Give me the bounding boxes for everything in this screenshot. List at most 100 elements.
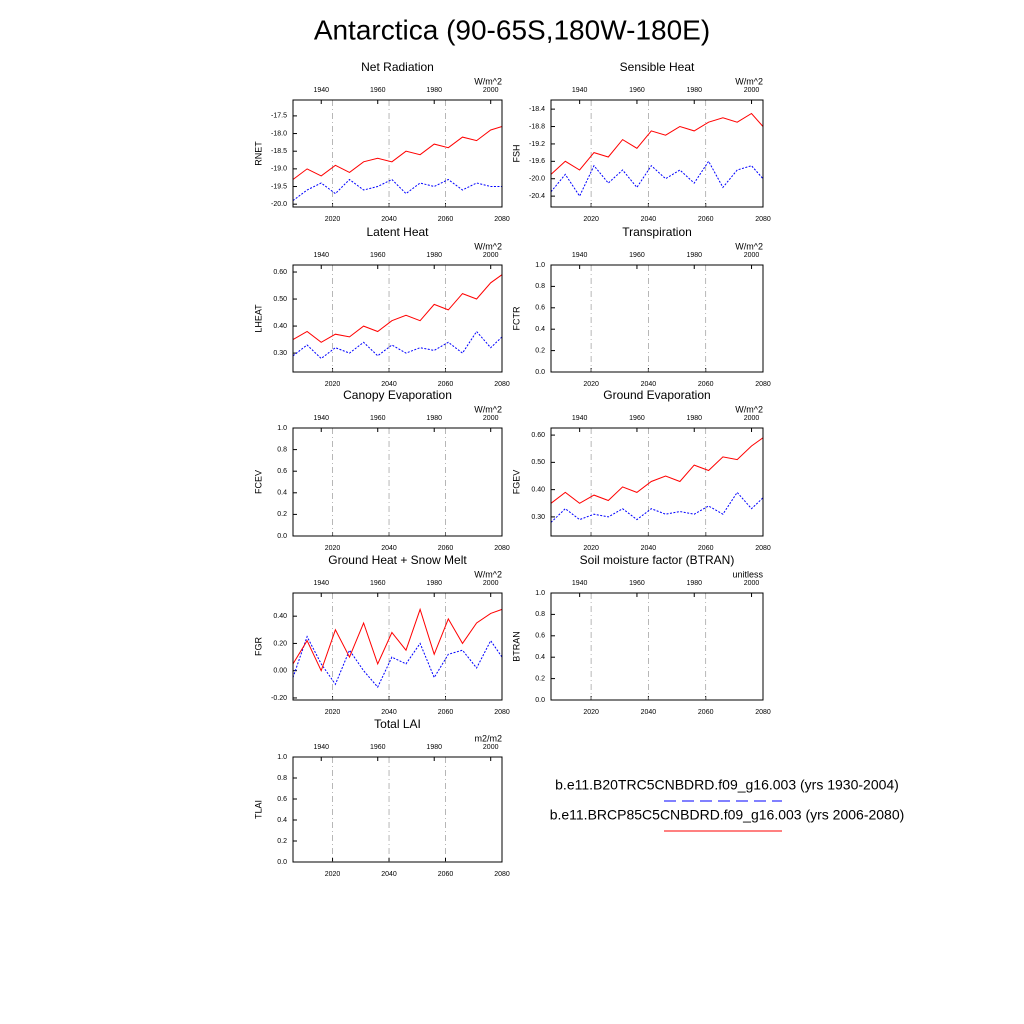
x-tick-label: 2020: [325, 381, 341, 388]
x2-tick-label: 1940: [313, 87, 329, 94]
y-axis-label: FCTR: [511, 306, 521, 330]
y-axis-label: FGR: [253, 637, 263, 656]
x-tick-label: 2080: [755, 709, 771, 716]
series-line: [292, 607, 503, 673]
x-tick-label: 2080: [494, 545, 510, 552]
x2-tick-label: 1960: [370, 744, 386, 751]
y-tick-label: 1.0: [535, 590, 545, 597]
x2-tick-label: 2000: [483, 87, 499, 94]
x2-tick-label: 1980: [426, 87, 442, 94]
x-tick-label: 2080: [494, 216, 510, 223]
legend-label: b.e11.BRCP85C5CNBDRD.f09_g16.003 (yrs 20…: [550, 807, 905, 823]
x-tick-label: 2040: [381, 709, 397, 716]
y-tick-label: 0.2: [277, 838, 287, 845]
y-tick-label: -20.0: [271, 201, 287, 208]
x-tick-label: 2080: [755, 545, 771, 552]
x-tick-label: 2080: [755, 381, 771, 388]
panel-title: Ground Evaporation: [603, 388, 710, 402]
panel-title: Canopy Evaporation: [343, 388, 452, 402]
y-tick-label: 0.0: [277, 533, 287, 540]
plot-frame: [292, 427, 503, 537]
x-tick-label: 2020: [325, 216, 341, 223]
x-tick-label: 2020: [583, 709, 599, 716]
y-tick-label: -18.0: [271, 130, 287, 137]
x-tick-label: 2040: [641, 216, 657, 223]
x2-tick-label: 1980: [686, 415, 702, 422]
units-label: W/m^2: [474, 76, 502, 86]
y-tick-label: 0.20: [273, 640, 287, 647]
y-tick-label: -20.4: [529, 193, 545, 200]
panel-title: Latent Heat: [366, 225, 429, 239]
panel-title: Net Radiation: [361, 60, 434, 74]
series-line: [550, 491, 764, 523]
x2-tick-label: 1960: [629, 87, 645, 94]
x2-tick-label: 1980: [426, 744, 442, 751]
y-tick-label: 0.30: [531, 514, 545, 521]
x2-tick-label: 2000: [744, 252, 760, 259]
plot-frame: [292, 99, 503, 208]
x-tick-label: 2060: [698, 381, 714, 388]
x2-tick-label: 1940: [313, 580, 329, 587]
x2-tick-label: 1980: [686, 580, 702, 587]
x2-tick-label: 1960: [370, 252, 386, 259]
y-tick-label: 0.8: [277, 446, 287, 453]
y-tick-label: 0.6: [535, 633, 545, 640]
y-axis-label: RNET: [253, 141, 263, 166]
x2-tick-label: 2000: [483, 415, 499, 422]
y-axis-label: FSH: [511, 145, 521, 163]
y-axis-label: TLAI: [253, 800, 263, 819]
plot-frame: [292, 264, 503, 373]
x2-tick-label: 1940: [572, 580, 588, 587]
y-tick-label: 0.40: [273, 323, 287, 330]
y-tick-label: 0.2: [535, 347, 545, 354]
x-tick-label: 2060: [698, 216, 714, 223]
x-tick-label: 2040: [641, 381, 657, 388]
plot-frame: [550, 264, 764, 373]
y-tick-label: 0.8: [277, 775, 287, 782]
x2-tick-label: 1980: [426, 580, 442, 587]
y-tick-label: 0.4: [277, 490, 287, 497]
y-tick-label: 0.4: [535, 654, 545, 661]
x-tick-label: 2040: [641, 545, 657, 552]
series-line: [550, 437, 764, 504]
units-label: W/m^2: [474, 404, 502, 414]
y-tick-label: 0.6: [277, 796, 287, 803]
x-tick-label: 2080: [755, 216, 771, 223]
figure-title: Antarctica (90-65S,180W-180E): [314, 14, 710, 45]
y-tick-label: -18.5: [271, 148, 287, 155]
panel-title: Transpiration: [622, 225, 692, 239]
x2-tick-label: 1980: [426, 252, 442, 259]
x2-tick-label: 1940: [572, 87, 588, 94]
y-tick-label: 0.50: [273, 296, 287, 303]
plot-frame: [550, 427, 764, 537]
y-tick-label: 0.30: [273, 350, 287, 357]
x2-tick-label: 2000: [744, 87, 760, 94]
y-tick-label: -19.5: [271, 183, 287, 190]
x2-tick-label: 2000: [483, 580, 499, 587]
x-tick-label: 2080: [494, 709, 510, 716]
plot-frame: [550, 99, 764, 208]
y-tick-label: 0.2: [277, 511, 287, 518]
y-tick-label: 0.0: [277, 859, 287, 866]
x2-tick-label: 2000: [744, 580, 760, 587]
x2-tick-label: 1960: [629, 580, 645, 587]
series-line: [292, 274, 503, 343]
y-axis-label: FCEV: [253, 470, 263, 494]
y-tick-label: 0.4: [535, 326, 545, 333]
x2-tick-label: 1960: [370, 415, 386, 422]
x-tick-label: 2020: [583, 381, 599, 388]
y-tick-label: 0.4: [277, 817, 287, 824]
x2-tick-label: 1960: [629, 252, 645, 259]
x2-tick-label: 1940: [313, 252, 329, 259]
x2-tick-label: 1940: [313, 744, 329, 751]
units-label: W/m^2: [735, 76, 763, 86]
units-label: m2/m2: [474, 733, 502, 743]
panel-title: Total LAI: [374, 717, 421, 731]
x2-tick-label: 2000: [744, 415, 760, 422]
x2-tick-label: 2000: [483, 252, 499, 259]
series-line: [550, 112, 764, 175]
plot-frame: [292, 592, 503, 701]
x-tick-label: 2020: [583, 545, 599, 552]
x2-tick-label: 1940: [313, 415, 329, 422]
x-tick-label: 2080: [494, 381, 510, 388]
